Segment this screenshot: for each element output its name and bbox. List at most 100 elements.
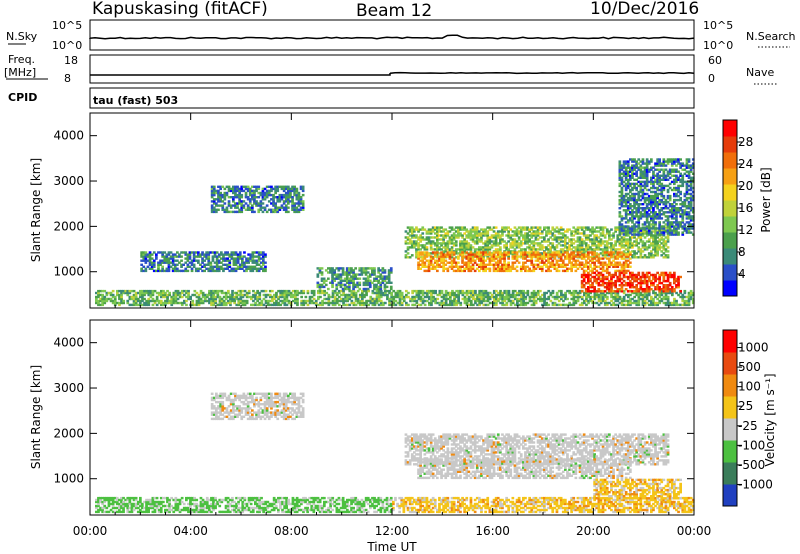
- heatmap-cell: [381, 277, 385, 280]
- heatmap-cell: [280, 206, 284, 209]
- heatmap-cell: [584, 263, 588, 266]
- heatmap-cell: [364, 277, 368, 280]
- heatmap-cell: [186, 257, 190, 260]
- heatmap-cell: [566, 269, 569, 273]
- heatmap-cell: [467, 236, 471, 239]
- heatmap-cell: [488, 236, 492, 239]
- heatmap-cell: [629, 238, 632, 241]
- heatmap-cell: [339, 275, 343, 278]
- heatmap-cell: [139, 291, 142, 295]
- heatmap-cell: [238, 189, 241, 193]
- heatmap-cell: [662, 246, 666, 249]
- heatmap-cell: [287, 289, 291, 293]
- heatmap-cell: [430, 289, 433, 293]
- heatmap-cell: [471, 267, 475, 270]
- heatmap-cell: [503, 297, 507, 301]
- heatmap-cell: [463, 252, 466, 255]
- heatmap-cell: [301, 206, 305, 209]
- heatmap-cell: [325, 297, 329, 301]
- heatmap-cell: [560, 291, 563, 295]
- heatmap-cell: [465, 230, 469, 233]
- heatmap-cell: [606, 291, 609, 295]
- heatmap-cell: [635, 240, 638, 243]
- heatmap-cell: [633, 244, 636, 247]
- heatmap-cell: [666, 240, 670, 243]
- heatmap-cell: [329, 269, 332, 272]
- heatmap-cell: [578, 265, 582, 268]
- heatmap-cell: [580, 240, 584, 243]
- heatmap-cell: [620, 240, 624, 243]
- heatmap-cell: [251, 255, 255, 258]
- heatmap-cell: [264, 261, 267, 264]
- heatmap-cell: [503, 257, 506, 260]
- heatmap-cell: [685, 299, 689, 303]
- heatmap-cell: [469, 291, 473, 295]
- heatmap-cell: [612, 263, 615, 266]
- heatmap-cell: [526, 234, 529, 237]
- heatmap-cell: [295, 189, 299, 193]
- heatmap-cell: [530, 303, 534, 307]
- heatmap-cell: [524, 253, 527, 256]
- heatmap-cell: [284, 198, 288, 201]
- heatmap-cell: [192, 259, 196, 262]
- heatmap-cell: [212, 289, 215, 293]
- heatmap-cell: [281, 301, 285, 305]
- heatmap-cell: [434, 299, 437, 303]
- heatmap-cell: [534, 295, 538, 299]
- heatmap-cell: [291, 204, 294, 207]
- heatmap-cell: [639, 281, 643, 285]
- heatmap-cell: [631, 256, 634, 259]
- heatmap-cell: [583, 301, 586, 305]
- heatmap-cell: [629, 303, 632, 307]
- heatmap-cell: [471, 238, 475, 241]
- heatmap-cell: [277, 303, 280, 307]
- heatmap-cell: [534, 255, 538, 258]
- heatmap-cell: [465, 297, 469, 301]
- heatmap-cell: [515, 240, 519, 243]
- heatmap-cell: [178, 255, 181, 258]
- heatmap-cell: [296, 301, 299, 305]
- heatmap-cell: [480, 254, 483, 257]
- heatmap-cell: [511, 267, 515, 270]
- heatmap-cell: [618, 176, 622, 179]
- heatmap-cell: [557, 242, 561, 245]
- heatmap-cell: [188, 255, 192, 258]
- heatmap-cell: [148, 259, 152, 262]
- heatmap-cell: [591, 261, 594, 264]
- heatmap-cell: [274, 210, 277, 214]
- heatmap-cell: [673, 301, 676, 305]
- heatmap-cell: [511, 289, 515, 293]
- heatmap-cell: [574, 230, 578, 233]
- heatmap-cell: [99, 303, 102, 307]
- heatmap-cell: [211, 267, 215, 270]
- heatmap-cell: [601, 277, 605, 281]
- heatmap-cell: [362, 271, 366, 274]
- heatmap-cell: [595, 269, 599, 273]
- heatmap-cell: [647, 291, 651, 295]
- heatmap-cell: [442, 269, 445, 273]
- heatmap-cell: [534, 263, 538, 266]
- heatmap-cell: [194, 269, 198, 273]
- heatmap-cell: [272, 193, 275, 197]
- heatmap-cell: [246, 196, 250, 199]
- heatmap-cell: [425, 291, 429, 295]
- heatmap-cell: [605, 265, 609, 268]
- heatmap-cell: [584, 242, 588, 245]
- heatmap-cell: [364, 269, 368, 272]
- heatmap-cell: [505, 228, 508, 231]
- heatmap-cell: [143, 297, 146, 301]
- heatmap-cell: [486, 293, 490, 297]
- heatmap-cell: [169, 257, 173, 260]
- heatmap-cell: [612, 265, 615, 268]
- heatmap-cell: [469, 244, 473, 247]
- heatmap-cell: [666, 301, 670, 305]
- heatmap-cell: [222, 253, 225, 256]
- heatmap-cell: [259, 202, 263, 205]
- heatmap-cell: [605, 284, 609, 287]
- heatmap-cell: [344, 299, 347, 303]
- heatmap-cell: [348, 295, 352, 299]
- heatmap-cell: [530, 253, 534, 256]
- heatmap-cell: [599, 240, 603, 243]
- heatmap-cell: [620, 301, 624, 305]
